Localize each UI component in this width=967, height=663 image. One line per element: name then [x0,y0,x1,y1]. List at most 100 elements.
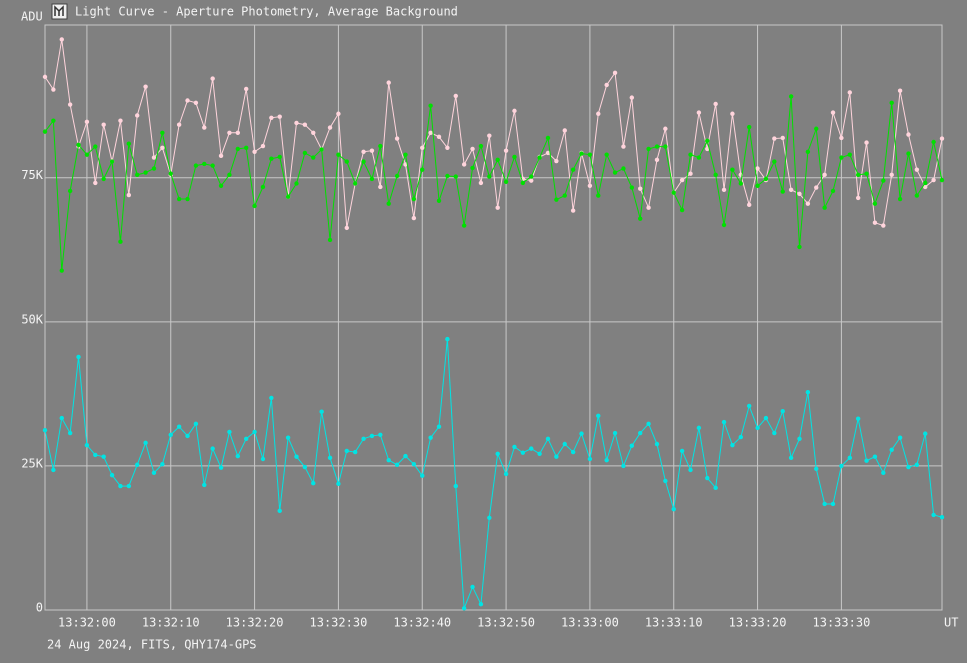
data-point [487,515,492,520]
data-point [118,483,123,489]
data-point [755,425,760,431]
data-point [311,481,316,486]
data-point [545,150,551,156]
data-point [822,205,827,210]
data-point [394,173,400,179]
data-point [520,180,526,186]
data-point [327,125,333,130]
data-point [428,130,433,135]
data-point [797,436,802,442]
x-tick-label: 13:32:10 [142,616,200,630]
data-point [931,512,936,518]
data-point [570,167,576,172]
data-point [411,461,417,467]
data-point [344,159,349,164]
data-point [143,170,148,175]
data-point [202,125,207,130]
y-axis-label: ADU [21,10,43,24]
data-point [126,192,132,198]
data-point [629,443,635,448]
data-point [570,449,576,455]
data-point [805,149,811,154]
data-point [864,458,869,463]
x-tick-label: 13:32:50 [477,616,535,630]
data-point [453,93,458,99]
footer: 24 Aug 2024, FITS, QHY174-GPS [47,638,257,652]
data-point [311,155,316,160]
data-point [939,515,945,520]
data-point [294,181,299,186]
data-point [176,196,182,202]
data-point [780,189,785,194]
data-point [394,136,400,141]
data-point [839,463,844,469]
data-point [604,457,609,463]
data-point [352,181,358,186]
data-point [923,180,928,186]
data-point [369,433,375,439]
data-point [227,172,232,178]
data-point [587,152,593,157]
data-point [252,429,257,435]
data-point [151,470,157,476]
x-tick-label: 13:32:20 [226,616,284,630]
data-point [621,144,626,149]
data-point [227,130,232,135]
data-point [135,462,140,467]
data-point [897,196,903,202]
data-point [906,151,911,156]
data-point [235,146,241,152]
data-point [193,163,199,168]
data-point [537,451,542,457]
data-point [403,152,408,157]
data-point [755,166,760,171]
data-point [42,427,48,433]
data-point [814,126,819,131]
data-point [688,152,693,157]
data-point [587,456,593,462]
data-point [269,156,274,161]
data-point [621,463,626,469]
data-point [897,435,903,440]
data-point [621,166,626,171]
data-point [881,470,886,476]
data-point [160,145,165,150]
data-point [629,95,635,100]
data-point [59,415,64,421]
data-point [512,154,517,160]
x-axis-label: UT [944,616,958,630]
data-point [269,115,274,120]
data-point [822,172,827,178]
data-point [487,174,492,179]
data-point [386,80,391,85]
data-point [696,155,702,160]
data-point [101,454,106,459]
data-point [277,154,282,160]
x-tick-label: 13:32:30 [310,616,368,630]
data-point [59,268,64,273]
data-point [327,455,333,461]
data-point [210,163,215,168]
data-point [336,111,341,116]
data-point [529,174,534,179]
data-point [545,436,551,442]
data-point [42,74,48,80]
data-point [361,436,366,442]
data-point [386,201,391,206]
data-point [855,416,861,421]
data-point [545,135,551,141]
data-point [109,159,115,164]
x-tick-label: 13:32:40 [393,616,451,630]
data-point [914,462,920,467]
data-point [118,239,123,244]
data-point [461,606,467,611]
data-point [638,216,643,221]
data-point [562,193,567,198]
data-point [101,176,106,182]
data-point [855,172,861,178]
x-tick-label: 13:33:30 [813,616,871,630]
data-point [797,244,802,250]
data-point [654,441,660,447]
y-tick-label: 25K [21,456,43,470]
